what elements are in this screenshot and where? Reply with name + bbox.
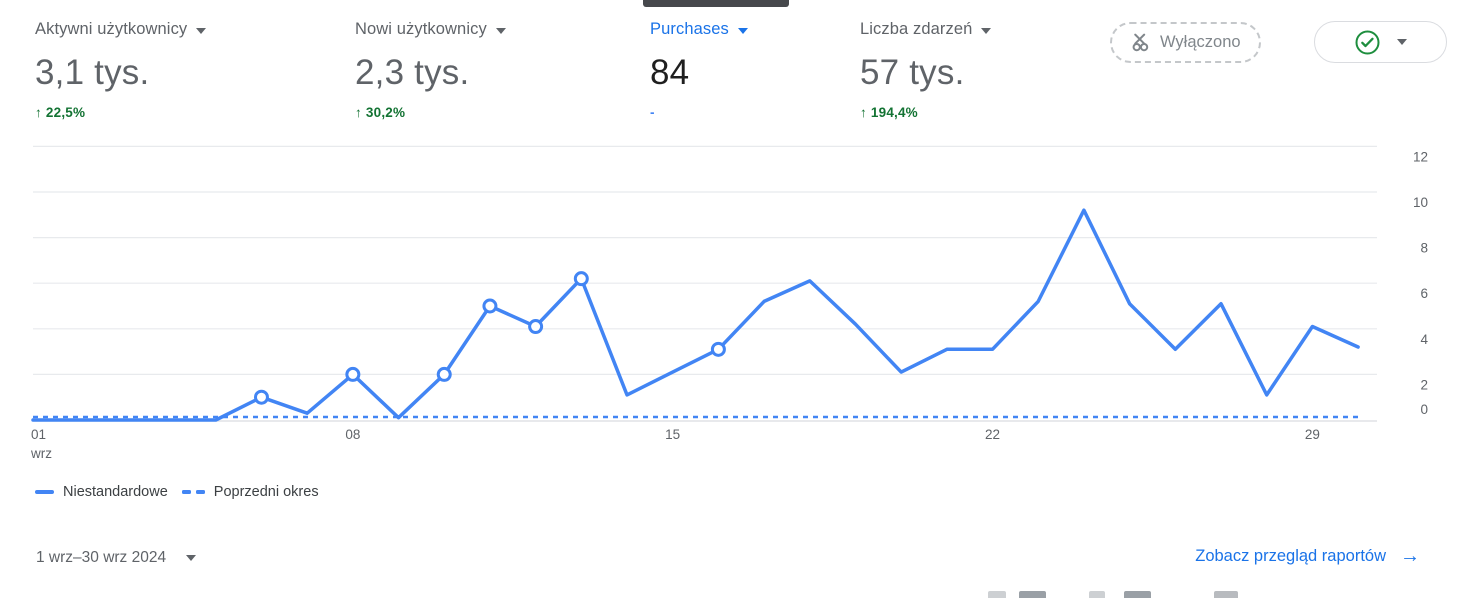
cropped-element [988,591,1006,598]
chevron-down-icon [186,555,197,561]
y-tick-label: 0 [1420,402,1428,417]
metric-label: Purchases [650,20,729,38]
check-circle-icon [1355,30,1380,54]
metric-value: 57 tys. [860,53,965,92]
date-range-picker[interactable]: 1 wrz–30 wrz 2024 [36,549,197,567]
metric-label: Aktywni użytkownicy [35,20,188,38]
chevron-down-icon [495,27,506,34]
series-line-custom[interactable] [31,208,1360,422]
date-range-label: 1 wrz–30 wrz 2024 [36,549,167,566]
arrow-right-icon: → [1400,545,1420,567]
y-tick-label: 4 [1420,332,1428,347]
data-point-marker[interactable] [573,271,589,287]
cropped-element [1124,591,1151,598]
x-tick-label: 29 [1305,427,1320,442]
view-reports-snapshot-link[interactable]: Zobacz przegląd raportów → [1195,546,1420,566]
legend-label: Poprzedni okres [213,484,319,500]
metric-selector-event-count[interactable]: Liczba zdarzeń [860,20,992,39]
metric-active-users: Aktywni użytkownicy 3,1 tys. ↑ 22,5% [35,20,207,120]
cropped-element [1089,591,1105,598]
metric-purchases: Purchases 84 - [650,20,748,120]
chevron-down-icon [737,27,748,34]
metric-value: 84 [650,53,690,92]
sampling-chip-label: Wyłączono [1160,33,1241,51]
metric-value: 2,3 tys. [355,53,470,92]
metric-selector-purchases[interactable]: Purchases [650,20,748,39]
metric-label: Nowi użytkownicy [355,20,487,38]
y-tick-label: 2 [1420,377,1428,392]
y-tick-label: 12 [1413,149,1428,164]
chevron-down-icon [981,27,992,34]
y-tick-label: 8 [1420,241,1428,256]
metric-selector-new-users[interactable]: Nowi użytkownicy [355,20,506,39]
metric-value: 3,1 tys. [35,53,150,92]
trend-chart[interactable]: 0 2 4 6 8 10 12 01 08 15 22 29 wrz [0,140,1460,475]
chevron-down-icon [196,27,207,34]
data-point-marker[interactable] [345,366,361,382]
metric-delta-badge: ↑ 22,5% [35,105,86,120]
y-tick-label: 6 [1420,286,1428,301]
data-point-marker[interactable] [710,341,726,357]
chevron-down-icon [1397,39,1407,45]
sampling-off-icon [1132,33,1149,52]
cropped-element [1214,591,1238,598]
metric-delta-badge: - [650,105,655,120]
solid-line-swatch-icon [35,490,54,494]
x-tick-label: 08 [345,427,360,442]
data-quality-dropdown[interactable] [1314,21,1447,63]
legend-label: Niestandardowe [63,484,168,500]
metric-new-users: Nowi użytkownicy 2,3 tys. ↑ 30,2% [355,20,506,120]
y-tick-label: 10 [1413,195,1428,210]
cropped-tooltip-edge [643,0,789,7]
legend-item-previous-period: Poprzedni okres [181,484,319,500]
cropped-element [1019,591,1046,598]
x-tick-label: 15 [665,427,680,442]
legend-item-custom: Niestandardowe [35,484,168,500]
chart-legend: Niestandardowe Poprzedni okres [35,484,319,500]
sampling-disabled-chip[interactable]: Wyłączono [1110,22,1261,63]
metric-event-count: Liczba zdarzeń 57 tys. ↑ 194,4% [860,20,992,120]
data-point-marker[interactable] [253,389,269,405]
metric-label: Liczba zdarzeń [860,20,973,38]
data-point-marker[interactable] [436,366,452,382]
metric-selector-active-users[interactable]: Aktywni użytkownicy [35,20,207,39]
metric-delta-badge: ↑ 194,4% [860,105,918,120]
data-point-marker[interactable] [482,298,498,314]
report-link-label: Zobacz przegląd raportów [1195,546,1386,565]
data-point-marker[interactable] [528,319,544,335]
metric-delta-badge: ↑ 30,2% [355,105,406,120]
dashed-line-swatch-icon [181,490,205,494]
x-tick-label: 01 [31,427,46,442]
x-axis-month-label: wrz [30,446,52,461]
x-tick-label: 22 [985,427,1000,442]
